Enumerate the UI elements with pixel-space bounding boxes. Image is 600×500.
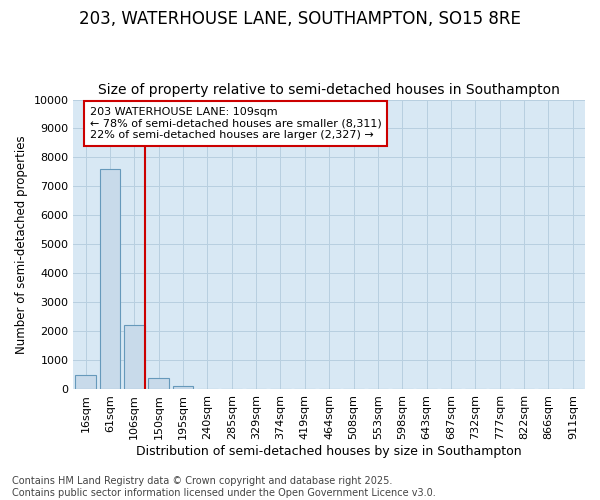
Text: 203, WATERHOUSE LANE, SOUTHAMPTON, SO15 8RE: 203, WATERHOUSE LANE, SOUTHAMPTON, SO15 …: [79, 10, 521, 28]
Text: 203 WATERHOUSE LANE: 109sqm
← 78% of semi-detached houses are smaller (8,311)
22: 203 WATERHOUSE LANE: 109sqm ← 78% of sem…: [90, 107, 382, 140]
Y-axis label: Number of semi-detached properties: Number of semi-detached properties: [15, 135, 28, 354]
Bar: [75, 375, 96, 389]
Bar: [124, 326, 145, 389]
Bar: [148, 378, 169, 389]
Title: Size of property relative to semi-detached houses in Southampton: Size of property relative to semi-detach…: [98, 83, 560, 97]
Bar: [100, 169, 121, 389]
X-axis label: Distribution of semi-detached houses by size in Southampton: Distribution of semi-detached houses by …: [136, 444, 522, 458]
Bar: [173, 386, 193, 389]
Text: Contains HM Land Registry data © Crown copyright and database right 2025.
Contai: Contains HM Land Registry data © Crown c…: [12, 476, 436, 498]
